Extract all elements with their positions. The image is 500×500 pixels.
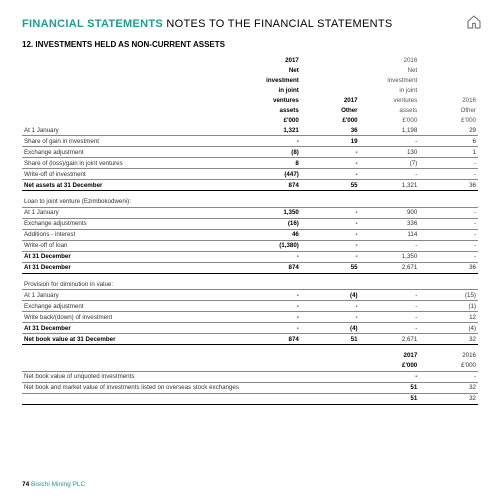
- home-icon: [466, 14, 482, 32]
- title-teal: FINANCIAL STATEMENTS: [22, 18, 163, 30]
- title-black: NOTES TO THE FINANCIAL STATEMENTS: [166, 18, 392, 30]
- page-title: FINANCIAL STATEMENTS NOTES TO THE FINANC…: [22, 18, 478, 30]
- financial-table: 2017 2016 NetNet investmentinvestment in…: [22, 55, 478, 405]
- footer: 74 Bisichi Mining PLC: [22, 481, 85, 488]
- page-number: 74: [22, 481, 29, 488]
- company-name: Bisichi Mining PLC: [31, 481, 85, 488]
- section-title: 12. INVESTMENTS HELD AS NON-CURRENT ASSE…: [22, 40, 478, 49]
- table-body: At 1 January1,321361,19829 Share of gain…: [22, 125, 478, 404]
